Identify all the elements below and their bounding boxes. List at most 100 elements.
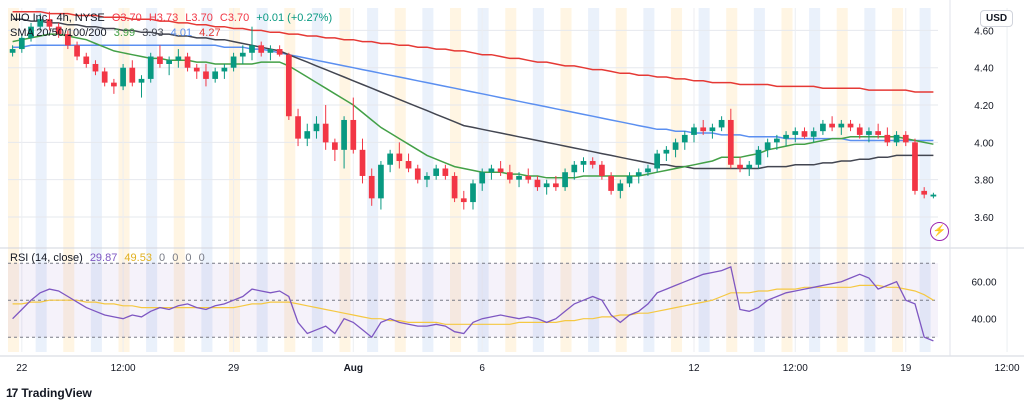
time-tick-label: 29 — [228, 363, 240, 374]
sma50-line — [12, 18, 934, 170]
time-tick-label: 22 — [16, 363, 28, 374]
candle — [810, 131, 817, 137]
candle — [83, 56, 90, 64]
candle — [820, 123, 826, 132]
candle — [875, 131, 882, 135]
candle — [368, 175, 375, 199]
candle — [295, 116, 301, 139]
candle — [285, 54, 292, 117]
candle — [175, 56, 182, 61]
time-tick-label: Aug — [344, 363, 363, 374]
candle — [589, 161, 596, 165]
legend-high: H3.73 — [148, 12, 179, 24]
price-tick-label: 4.60 — [974, 26, 994, 37]
candle — [138, 78, 145, 83]
sma20-line — [12, 33, 934, 179]
rsi-ma-line — [12, 284, 934, 325]
candle — [442, 168, 449, 176]
tradingview-logo-icon: 17 — [6, 386, 18, 400]
candle — [239, 52, 246, 57]
candle — [304, 131, 311, 139]
candle — [166, 60, 172, 64]
candle — [212, 71, 219, 79]
candle — [378, 164, 384, 199]
candle — [46, 19, 53, 27]
candle — [424, 175, 430, 180]
price-axis[interactable]: 3.60 3.80 4.00 4.20 4.40 4.60 40.00 60.00 — [971, 26, 996, 325]
candle — [626, 175, 633, 184]
sma20-value: 3.99 — [113, 27, 136, 39]
candle — [460, 198, 467, 203]
flash-icon[interactable]: ⚡ — [930, 222, 949, 241]
candle — [111, 82, 117, 87]
tradingview-brand[interactable]: 17 TradingView — [6, 386, 92, 400]
rsi-extra-2: 0 — [172, 252, 179, 264]
candle — [479, 172, 486, 184]
candle — [912, 142, 918, 191]
candle — [792, 131, 799, 135]
candle — [64, 34, 71, 46]
candle — [562, 172, 568, 188]
candle — [55, 26, 62, 35]
rsi-tick-label: 40.00 — [971, 315, 996, 326]
time-tick-label: 12:00 — [995, 363, 1020, 374]
candle — [700, 127, 707, 132]
currency-button[interactable]: USD — [980, 10, 1014, 27]
symbol-title: NIO Inc., 4h, NYSE — [10, 12, 105, 24]
rsi-band — [8, 262, 938, 338]
rsi-legend: RSI (14, close) 29.87 49.53 0 0 0 0 — [10, 252, 209, 264]
candle — [525, 175, 532, 180]
candle — [608, 175, 614, 191]
candle — [9, 49, 16, 53]
price-tick-label: 4.40 — [974, 64, 994, 75]
candle — [737, 164, 743, 169]
candle — [359, 149, 366, 176]
candle — [341, 119, 347, 150]
sma100-value: 4.01 — [170, 27, 193, 39]
candle — [350, 119, 357, 150]
rsi-value: 29.87 — [89, 252, 118, 264]
time-tick-label: 12:00 — [783, 363, 808, 374]
candle — [774, 138, 780, 143]
rsi-label: RSI (14, close) — [10, 252, 83, 264]
candle — [451, 175, 458, 199]
rsi-extra-3: 0 — [185, 252, 192, 264]
candle — [258, 45, 265, 53]
candle — [433, 168, 440, 176]
rsi-tick-label: 60.00 — [971, 278, 996, 289]
legend-low: L3.70 — [185, 12, 213, 24]
sma-lines — [12, 10, 934, 179]
candle — [184, 56, 191, 68]
candle — [414, 168, 421, 180]
candle — [18, 37, 25, 50]
candle — [313, 123, 320, 132]
candle — [801, 131, 808, 137]
sma50-value: 3.93 — [142, 27, 164, 39]
candles — [9, 11, 937, 210]
candle — [28, 26, 34, 38]
candle — [249, 45, 255, 53]
candle — [101, 71, 108, 83]
candle — [654, 153, 661, 169]
candle — [276, 49, 283, 55]
candle — [663, 149, 670, 154]
candle — [681, 134, 688, 143]
candle — [387, 153, 393, 165]
price-tick-label: 4.20 — [974, 101, 994, 112]
rsi-ma-value: 49.53 — [124, 252, 152, 264]
rsi-extra-1: 0 — [159, 252, 166, 264]
legend-open: O3.70 — [111, 12, 142, 24]
time-tick-label: 12 — [688, 363, 700, 374]
price-tick-label: 4.00 — [974, 138, 994, 149]
candle — [672, 142, 679, 150]
candle — [221, 67, 228, 72]
price-tick-label: 3.60 — [974, 213, 994, 224]
candle — [322, 123, 329, 143]
time-tick-label: 19 — [900, 363, 912, 374]
sma100-line — [12, 44, 934, 142]
candle — [497, 168, 504, 173]
candle — [193, 67, 200, 72]
price-tick-label: 3.80 — [974, 176, 994, 187]
